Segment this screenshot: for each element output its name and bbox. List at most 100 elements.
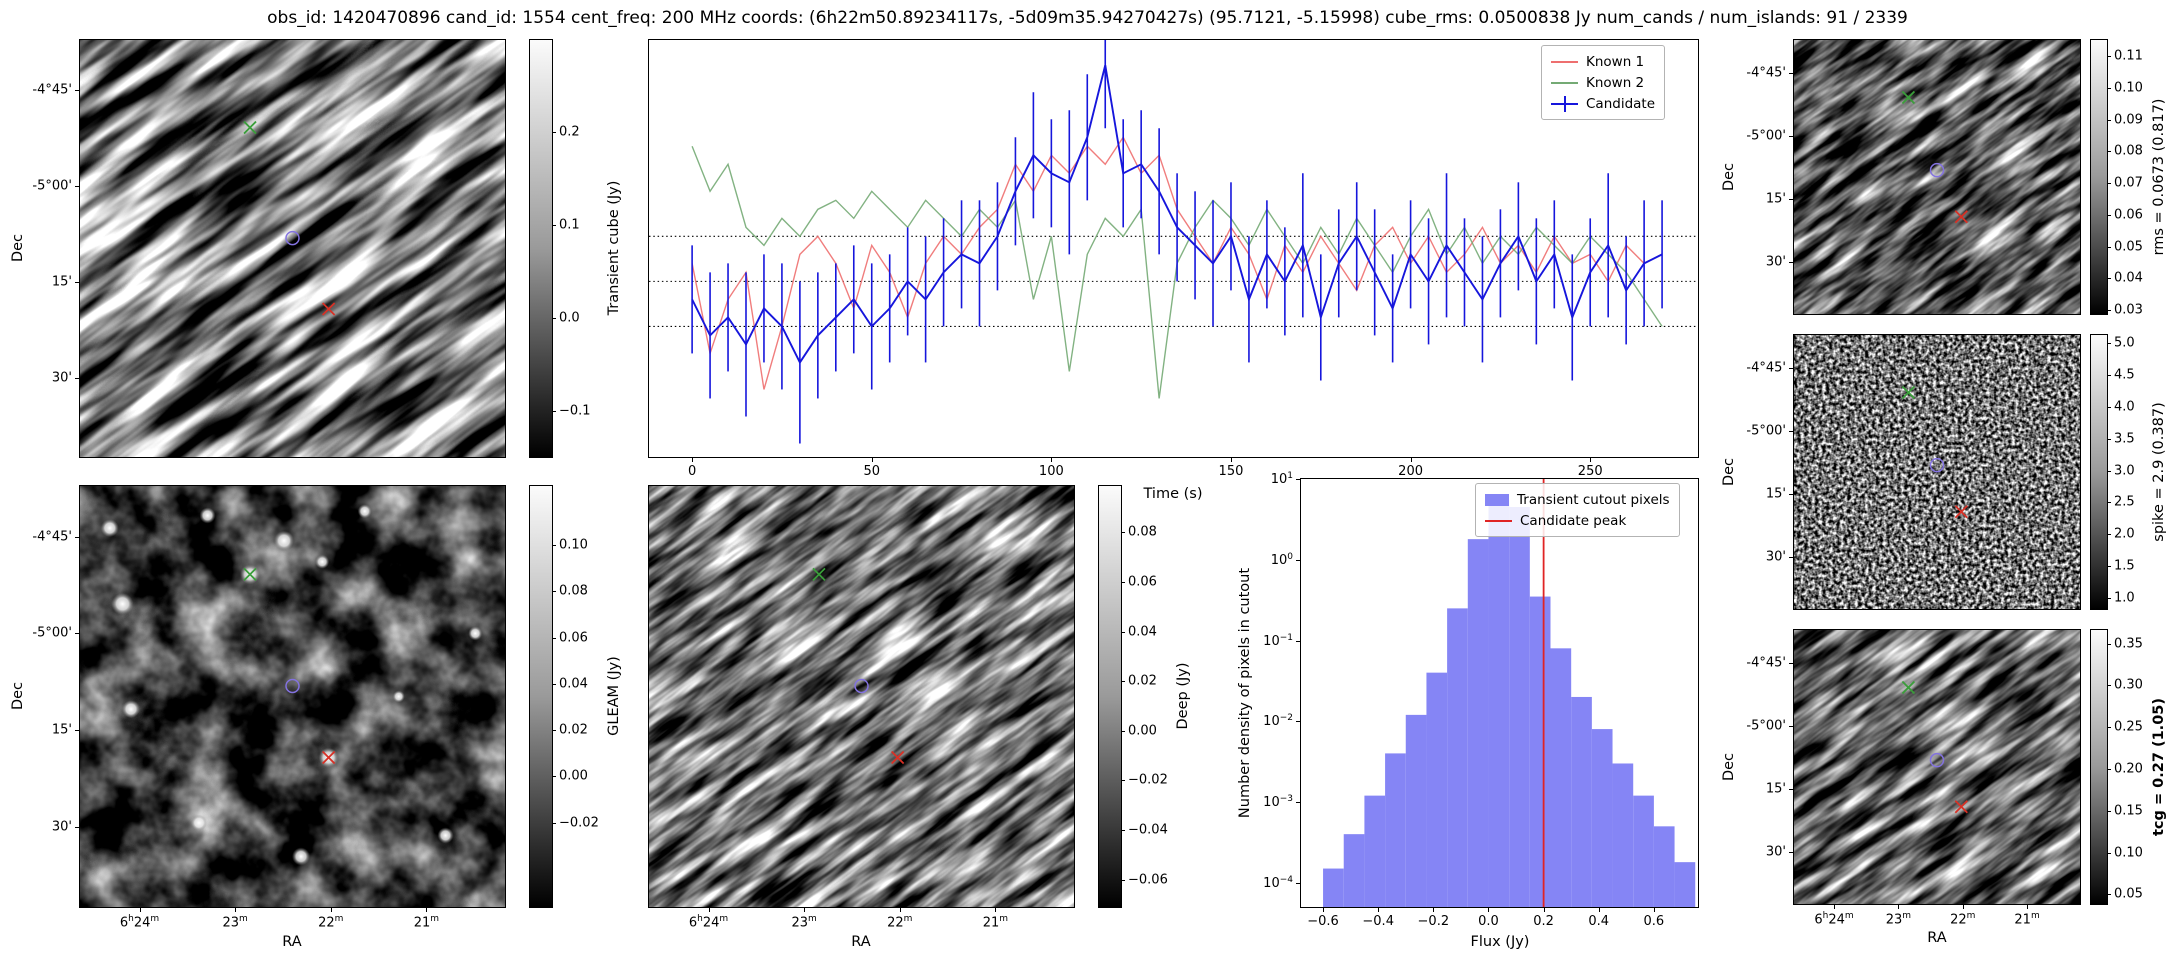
- dec-tick-label: -5°00': [32, 178, 72, 194]
- dec-tick-mark: [1789, 788, 1794, 790]
- candidate-circle-marker: [1929, 162, 1945, 178]
- colorbar-tick-label: 0.00: [559, 768, 588, 784]
- colorbar-label-transient-cube: Transient cube (Jy): [606, 180, 622, 316]
- flux-tick-mark: [1323, 907, 1325, 912]
- colorbar-tick-mark: [2107, 470, 2111, 472]
- colorbar-tick-mark: [2107, 894, 2111, 896]
- legend-entry-known-2: Known 2: [1551, 72, 1655, 93]
- ra-axis-label-tcg: RA: [1927, 930, 1947, 946]
- dec-tick-label: 15': [51, 722, 72, 738]
- colorbar-tick-mark: [2107, 151, 2111, 153]
- colorbar-tick-mark: [1121, 830, 1125, 832]
- colorbar-tick-label: 1.0: [2114, 590, 2135, 606]
- known-1-x-marker: [1954, 210, 1968, 224]
- point-source: [274, 530, 294, 551]
- colorbar-tick-mark: [2107, 534, 2111, 536]
- colorbar-tick-mark: [2107, 643, 2111, 645]
- ra-tick-label: 22m: [318, 914, 344, 931]
- candidate-circle-marker: [285, 230, 300, 246]
- candidate-circle-marker: [1929, 752, 1945, 768]
- colorbar-tick-label: 0.15: [2114, 803, 2143, 819]
- point-source: [111, 592, 134, 615]
- dec-tick-label: -5°00': [1746, 128, 1786, 144]
- point-source: [468, 626, 483, 641]
- colorbar-tick-mark: [2107, 810, 2111, 812]
- legend-label-cutout-pixels: Transient cutout pixels: [1517, 491, 1670, 508]
- time-tick-mark: [871, 457, 873, 462]
- colorbar-tick-mark: [2107, 685, 2111, 687]
- known-2-x-marker: [812, 567, 826, 582]
- lightcurve-canvas: [649, 40, 1698, 444]
- colorbar-tick-mark: [2107, 88, 2111, 90]
- dec-tick-label: -4°45': [32, 529, 72, 545]
- ra-tick-mark: [995, 907, 997, 912]
- colorbar-tick-label: 0.10: [559, 537, 588, 553]
- colorbar-tick-label: 4.5: [2114, 367, 2135, 383]
- colorbar-tick-label: −0.02: [559, 815, 599, 831]
- colorbar-tick-label: 0.10: [2114, 80, 2143, 96]
- dec-tick-label: 15': [51, 274, 72, 290]
- dec-tick-label: 30': [1765, 549, 1786, 565]
- density-tick-label: 101: [1270, 470, 1293, 488]
- time-tick-label: 100: [1038, 464, 1064, 479]
- noise-texture: [80, 486, 505, 907]
- colorbar-tick-label: 0.2: [559, 124, 580, 140]
- sky-image: [649, 486, 1074, 907]
- colorbar-tick-mark: [2107, 769, 2111, 771]
- flux-tick-label: −0.2: [1417, 914, 1450, 929]
- colorbar-tick-mark: [552, 224, 556, 226]
- known-2-x-marker: [1901, 385, 1916, 400]
- dec-tick-label: -5°00': [1746, 718, 1786, 734]
- dec-tick-mark: [75, 90, 80, 92]
- known-1-x-marker: [321, 302, 336, 316]
- colorbar-tick-label: −0.1: [559, 403, 591, 419]
- spike-colorbar: 5.0 4.5 4.0 3.5 3.0 2.5 2.0 1.5 1.0: [2090, 334, 2135, 610]
- colorbar-tick-mark: [1121, 879, 1125, 881]
- gleam-image: -4°45' -5°00' 15' 30' 6h24m 23m 22m 21m: [32, 485, 506, 930]
- colorbar-tick-label: 0.04: [559, 676, 588, 692]
- lightcurve-legend: Known 1 Known 2 Candidate: [1541, 45, 1666, 120]
- flux-tick-mark: [1598, 907, 1600, 912]
- ra-tick-mark: [1962, 904, 1964, 909]
- colorbar-label-deep: Deep (Jy): [1175, 662, 1191, 730]
- colorbar-label-tcg: tcg = 0.27 (1.05): [2151, 697, 2167, 837]
- colorbar-tick-label: 0.05: [2114, 239, 2143, 255]
- ra-tick-label: 6h24m: [688, 914, 729, 931]
- colorbar-tick-label: 0.05: [2114, 886, 2143, 902]
- colorbar-tick-mark: [2107, 438, 2111, 440]
- colorbar-tick-label: 0.07: [2114, 175, 2143, 191]
- transient-cube-image: -4°45' -5°00' 15' 30': [32, 39, 506, 458]
- dec-axis-label-gleam: Dec: [10, 681, 26, 711]
- dec-tick-label: 15': [1765, 486, 1786, 502]
- colorbar-tick-label: 0.20: [2114, 761, 2143, 777]
- ra-tick-mark: [1898, 904, 1900, 909]
- legend-label-candidate: Candidate: [1586, 95, 1656, 112]
- known-1-line-swatch: [1551, 60, 1578, 63]
- ra-axis-label-deep: RA: [851, 934, 871, 950]
- colorbar-tick-label: 0.02: [559, 722, 588, 738]
- colorbar-tick-mark: [1121, 681, 1125, 683]
- dec-axis-label-tcg: Dec: [1721, 752, 1737, 782]
- legend-entry-known-1: Known 1: [1551, 51, 1655, 72]
- dec-tick-mark: [1789, 725, 1794, 727]
- dec-tick-label: -4°45': [32, 82, 72, 98]
- dec-tick-label: -5°00': [32, 625, 72, 641]
- flux-tick-label: −0.6: [1307, 914, 1339, 929]
- colorbar-tick-label: 1.5: [2114, 558, 2135, 574]
- ra-tick-label: 21m: [413, 914, 440, 931]
- colorbar-tick-label: 0.08: [1128, 524, 1157, 540]
- density-tick-mark: [1296, 640, 1301, 642]
- colorbar-tick-label: 0.06: [2114, 207, 2143, 223]
- rms-image: -4°45' -5°00' 15' 30': [1746, 39, 2081, 315]
- dec-tick-label: 15': [1765, 781, 1786, 797]
- sky-image: [1794, 40, 2080, 314]
- colorbar-tick-mark: [552, 637, 556, 639]
- flux-tick-mark: [1433, 907, 1435, 912]
- colorbar-tick-mark: [2107, 852, 2111, 854]
- colorbar-tick-label: 2.0: [2114, 526, 2135, 542]
- ra-tick-mark: [804, 907, 806, 912]
- histogram-canvas: [1323, 479, 1696, 907]
- colorbar-tick-label: 3.0: [2114, 463, 2135, 479]
- colorbar-tick-mark: [1121, 581, 1125, 583]
- known-2-x-marker: [1901, 680, 1916, 695]
